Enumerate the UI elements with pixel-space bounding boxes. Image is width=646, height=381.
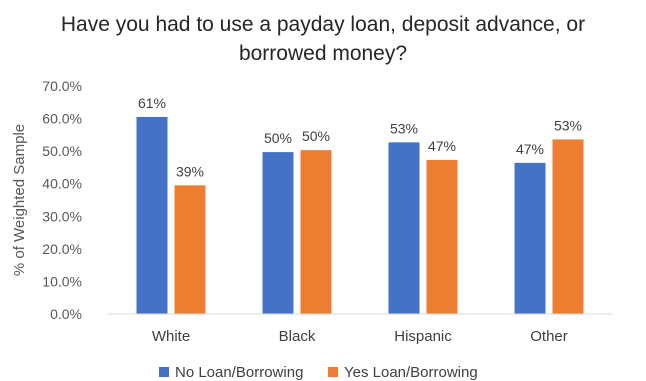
y-tick-label: 40.0% xyxy=(42,176,82,192)
x-category-label: Other xyxy=(530,328,568,345)
y-axis-ticks: 0.0% 10.0% 20.0% 30.0% 40.0% 50.0% 60.0% 70.0% xyxy=(42,78,82,322)
chart-title-line-2: borrowed money? xyxy=(239,42,407,65)
data-label: 39% xyxy=(176,163,204,179)
x-category-label: Black xyxy=(279,328,316,345)
bar xyxy=(388,142,420,314)
y-tick-label: 0.0% xyxy=(50,306,82,322)
y-axis-label: % of Weighted Sample xyxy=(11,124,28,276)
data-label: 53% xyxy=(390,120,418,136)
legend-swatch xyxy=(328,367,338,377)
data-label: 53% xyxy=(554,117,582,133)
chart-title-line-1: Have you had to use a payday loan, depos… xyxy=(61,13,585,36)
data-label: 61% xyxy=(138,95,166,111)
bar xyxy=(300,150,332,314)
y-tick-label: 20.0% xyxy=(42,241,82,257)
legend-label: Yes Loan/Borrowing xyxy=(344,364,478,381)
bar xyxy=(514,162,546,314)
legend: No Loan/Borrowing Yes Loan/Borrowing xyxy=(159,364,478,381)
y-tick-label: 70.0% xyxy=(42,78,82,94)
data-label: 50% xyxy=(302,128,330,144)
bar xyxy=(174,185,206,314)
bar xyxy=(262,152,294,314)
y-tick-label: 10.0% xyxy=(42,273,82,289)
y-tick-label: 50.0% xyxy=(42,143,82,159)
x-category-label: White xyxy=(152,328,190,345)
x-category-label: Hispanic xyxy=(394,328,452,345)
data-label: 47% xyxy=(428,138,456,154)
data-label: 50% xyxy=(264,130,292,146)
bar xyxy=(136,116,168,314)
bar xyxy=(552,139,584,314)
x-axis-categories: White Black Hispanic Other xyxy=(152,328,568,345)
data-labels-group: 61% 39% 50% 50% 53% 47% 47% 53% xyxy=(138,95,582,179)
y-tick-label: 30.0% xyxy=(42,208,82,224)
bar xyxy=(426,159,458,314)
bars-group xyxy=(136,116,584,314)
data-label: 47% xyxy=(516,141,544,157)
y-tick-label: 60.0% xyxy=(42,111,82,127)
legend-swatch xyxy=(159,367,169,377)
legend-label: No Loan/Borrowing xyxy=(175,364,303,381)
